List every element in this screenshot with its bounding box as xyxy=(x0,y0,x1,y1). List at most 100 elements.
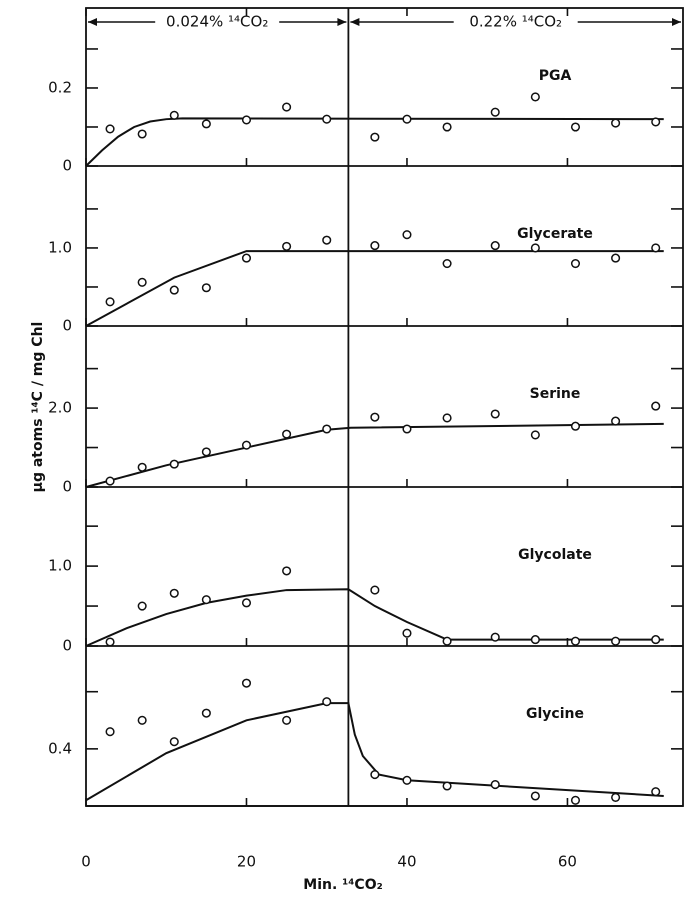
data-point xyxy=(169,737,179,747)
data-point xyxy=(530,243,540,253)
data-point xyxy=(442,636,452,646)
x-axis-label: Min. ¹⁴CO₂ xyxy=(303,877,382,893)
data-point xyxy=(490,780,500,790)
data-point xyxy=(201,708,211,718)
data-point xyxy=(282,241,292,251)
arrow-head xyxy=(350,18,360,26)
data-point xyxy=(282,566,292,576)
data-point xyxy=(402,424,412,434)
data-point xyxy=(105,637,115,647)
x-tick-label: 40 xyxy=(397,853,416,871)
data-point xyxy=(169,459,179,469)
data-point xyxy=(530,635,540,645)
data-point xyxy=(442,781,452,791)
data-point xyxy=(201,283,211,293)
y-tick-label: 1.0 xyxy=(48,557,72,575)
arrow-head xyxy=(672,18,681,26)
data-point xyxy=(137,715,147,725)
data-point xyxy=(105,124,115,134)
y-tick-label: 0.2 xyxy=(48,78,72,96)
data-point xyxy=(651,635,661,645)
data-point xyxy=(137,601,147,611)
data-point xyxy=(370,770,380,780)
data-point xyxy=(570,636,581,646)
data-point xyxy=(490,409,500,419)
data-point xyxy=(370,132,380,142)
data-point xyxy=(402,114,412,124)
data-point xyxy=(370,585,380,595)
data-point xyxy=(530,92,540,102)
data-point xyxy=(169,110,179,120)
panel-label: Glycine xyxy=(526,706,584,722)
data-point xyxy=(402,628,412,638)
data-point xyxy=(169,285,179,295)
x-tick-label: 60 xyxy=(558,853,577,871)
data-point xyxy=(322,235,332,245)
data-point xyxy=(169,588,179,598)
panel-label: Glycolate xyxy=(518,547,592,563)
x-tick-label: 0 xyxy=(81,853,91,871)
x-tick-label: 20 xyxy=(237,853,256,871)
y-tick-label: 0 xyxy=(62,157,72,175)
fit-line xyxy=(85,422,664,488)
panel-label: Serine xyxy=(530,386,581,402)
data-point xyxy=(402,230,412,240)
data-point xyxy=(105,297,115,307)
data-point xyxy=(490,107,500,117)
y-tick-label: 0 xyxy=(62,637,72,655)
data-point xyxy=(282,102,292,112)
arrow-head xyxy=(88,18,97,26)
data-point xyxy=(201,595,211,605)
y-tick-label: 2.0 xyxy=(48,399,72,417)
data-point xyxy=(611,118,621,128)
data-point xyxy=(370,412,380,422)
annotation: 0.024% ¹⁴CO₂ xyxy=(166,13,268,31)
data-point xyxy=(651,401,661,411)
data-point xyxy=(322,697,332,707)
data-point xyxy=(241,678,252,688)
fit-line xyxy=(85,250,664,327)
data-point xyxy=(137,129,147,139)
annotation: 0.22% ¹⁴CO₂ xyxy=(469,13,562,31)
data-point xyxy=(611,416,621,426)
data-point xyxy=(651,243,661,253)
fit-line xyxy=(85,588,664,647)
data-point xyxy=(241,115,252,125)
data-point xyxy=(282,429,292,439)
data-point xyxy=(442,259,452,269)
data-point xyxy=(322,114,332,124)
data-point xyxy=(137,277,147,287)
data-point xyxy=(570,259,581,269)
panel-label: PGA xyxy=(539,68,572,84)
y-tick-label: 0 xyxy=(62,478,72,496)
data-point xyxy=(105,476,115,486)
data-point xyxy=(241,253,252,263)
y-axis-label: µg atoms ¹⁴C / mg Chl xyxy=(30,322,46,493)
y-tick-label: 0 xyxy=(62,317,72,335)
y-tick-label: 0.4 xyxy=(48,739,72,757)
fit-line xyxy=(85,702,664,802)
fit-line xyxy=(85,117,664,167)
plot-frame xyxy=(85,7,684,807)
data-point xyxy=(651,117,661,127)
data-point xyxy=(282,715,292,725)
data-point xyxy=(201,447,211,457)
data-point xyxy=(490,632,500,642)
data-point xyxy=(442,413,452,423)
data-point xyxy=(651,787,661,797)
data-point xyxy=(570,122,581,132)
data-point xyxy=(490,241,500,251)
data-point xyxy=(370,241,380,251)
y-tick-label: 1.0 xyxy=(48,238,72,256)
data-point xyxy=(137,462,147,472)
data-point xyxy=(402,775,412,785)
data-point xyxy=(442,122,452,132)
data-point xyxy=(611,253,621,263)
data-point xyxy=(241,440,252,450)
data-point xyxy=(570,421,581,431)
data-point xyxy=(105,727,115,737)
data-point xyxy=(201,119,211,129)
data-point xyxy=(611,636,621,646)
data-point xyxy=(322,424,332,434)
